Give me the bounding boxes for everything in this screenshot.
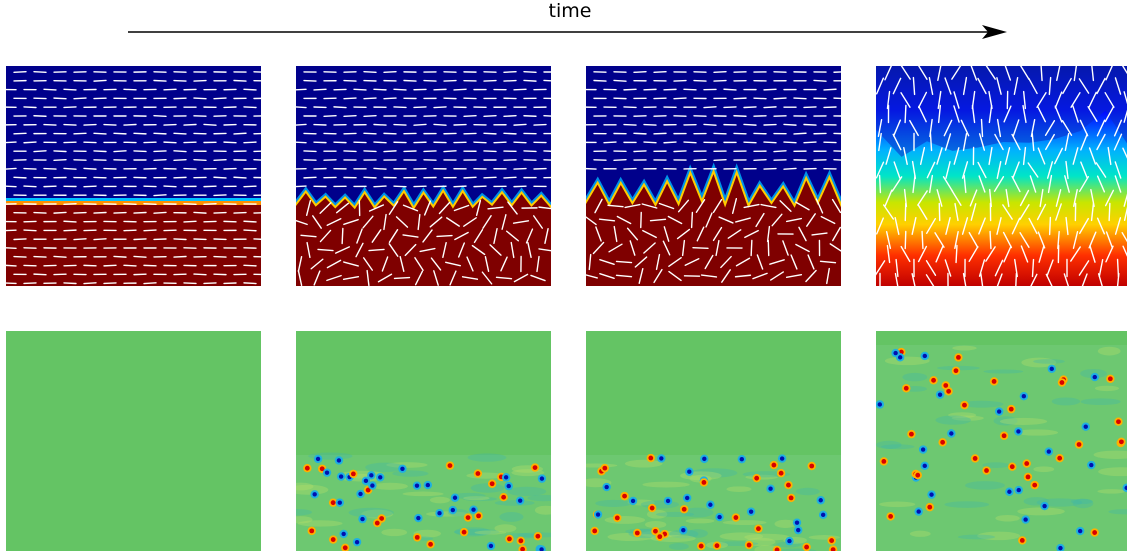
time-label: time — [548, 0, 592, 22]
defect-density-panel-4 — [876, 331, 1127, 551]
defect-density-panel-1 — [6, 331, 261, 551]
defect-density-panel-3 — [586, 331, 841, 551]
director-field-panel-1 — [6, 66, 261, 286]
director-field-panel-3 — [586, 66, 841, 286]
time-arrow — [128, 25, 1007, 39]
defect-density-panel-2 — [296, 331, 551, 551]
director-field-panel-2 — [296, 66, 551, 286]
director-field-panel-4 — [876, 66, 1127, 286]
